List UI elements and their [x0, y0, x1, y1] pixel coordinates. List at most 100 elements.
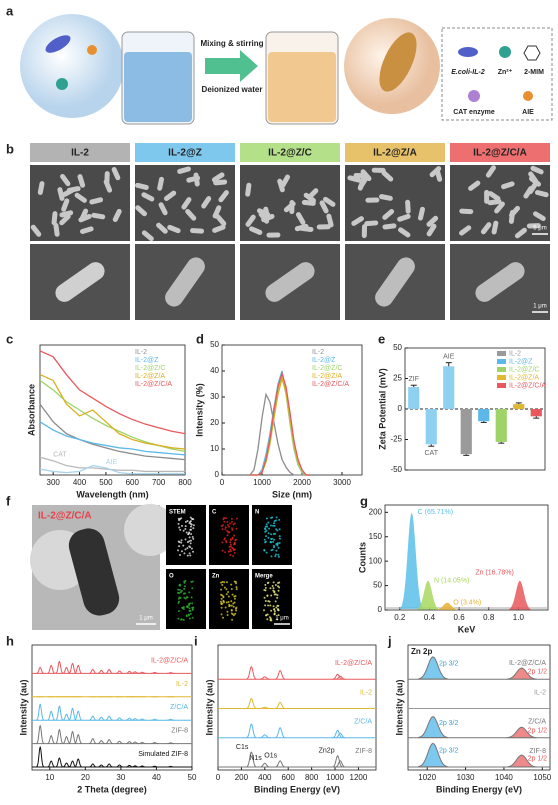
map-dot — [220, 525, 223, 528]
map-dot — [235, 586, 238, 589]
y-tick-label: 20 — [210, 418, 219, 427]
map-dot — [220, 581, 223, 584]
sem-rod — [213, 179, 228, 186]
legend-label: IL-2@Z — [135, 357, 159, 364]
peak — [335, 675, 346, 680]
scale-bar-label: 5 μm — [533, 226, 546, 232]
map-dot — [224, 606, 227, 609]
peak-label: 2p 3/2 — [439, 660, 459, 667]
sem-rod — [59, 214, 71, 226]
sem-rod — [156, 222, 168, 234]
legend-label: IL-2@Z — [312, 357, 336, 364]
panel-label: j — [387, 633, 392, 648]
map-dot — [226, 523, 229, 526]
map-dot — [227, 531, 230, 534]
sem-rod — [57, 187, 65, 201]
map-dot — [227, 595, 230, 598]
sem-rod — [322, 196, 336, 207]
sem-rod — [351, 216, 364, 226]
map-dot — [189, 542, 192, 545]
sem-rod — [426, 223, 437, 237]
map-dot — [235, 609, 238, 612]
map-dot — [235, 517, 238, 520]
map-dot — [178, 592, 181, 595]
sem-rod — [426, 215, 439, 227]
legend-label: IL-2@Z/A — [135, 373, 165, 380]
sem-rod — [494, 201, 505, 214]
plot-frame — [384, 504, 549, 611]
sem-rod — [375, 257, 415, 307]
x-tick-label: 0.8 — [483, 613, 495, 622]
map-dot — [264, 604, 267, 607]
map-dot — [231, 527, 234, 530]
map-dot — [230, 520, 233, 523]
y-tick-label: 40 — [210, 366, 219, 375]
sem-rod — [135, 205, 148, 217]
map-dot — [225, 588, 228, 591]
map-dot — [232, 547, 235, 550]
bar — [513, 404, 525, 409]
map-dot — [232, 605, 235, 608]
icon — [499, 46, 511, 58]
x-tick-label: 1050 — [533, 773, 551, 782]
map-dot — [220, 613, 223, 616]
panel-label: g — [360, 493, 368, 508]
sem-rod — [480, 222, 492, 235]
x-tick-label: 0.6 — [454, 613, 466, 622]
legend-label: IL-2@Z/A — [312, 373, 342, 380]
sem-rod — [215, 214, 227, 227]
map-dot — [224, 528, 227, 531]
map-dot — [189, 554, 192, 557]
header-label: IL-2 — [71, 148, 89, 159]
map-dot — [232, 543, 235, 546]
map-dot — [177, 617, 180, 620]
map-dot — [272, 524, 275, 527]
sem-rod — [186, 175, 201, 183]
map-dot — [185, 531, 188, 534]
map-dot — [230, 609, 233, 612]
map-dot — [264, 600, 267, 603]
map-dot — [179, 618, 182, 621]
map-dot — [278, 528, 281, 531]
peak — [47, 664, 55, 674]
peak — [97, 669, 105, 674]
map-dot — [269, 604, 272, 607]
map-dot — [220, 600, 223, 603]
x-axis-label: Binding Energy (eV) — [254, 784, 340, 794]
bar — [443, 366, 455, 409]
y-tick-label: 100 — [369, 556, 383, 565]
y-tick-label: -25 — [390, 435, 402, 444]
peak — [138, 741, 146, 745]
peak — [332, 729, 343, 739]
header-label: IL-2@Z/C — [268, 148, 312, 159]
peak — [138, 718, 146, 721]
map-dot — [189, 609, 192, 612]
map-dot — [267, 581, 270, 584]
map-dot — [180, 539, 183, 542]
map-dot — [263, 538, 266, 541]
map-dot — [272, 540, 275, 543]
bar — [495, 409, 507, 442]
map-dot — [263, 549, 266, 552]
map-dot — [264, 530, 267, 533]
map-dot — [225, 601, 228, 604]
x-axis-label: Size (nm) — [272, 489, 312, 499]
map-dot — [221, 541, 224, 544]
map-dot — [223, 537, 226, 540]
peak-label: Zn (16.78%) — [475, 570, 514, 577]
map-dot — [267, 532, 270, 535]
map-dot — [226, 534, 229, 537]
icon — [523, 45, 541, 61]
peak-label: 2p 1/2 — [528, 668, 548, 675]
y-tick-label: 10 — [210, 444, 219, 453]
peak — [275, 701, 286, 709]
map-dot — [191, 587, 194, 590]
peak — [138, 765, 146, 768]
peak — [105, 739, 113, 745]
map-dot — [231, 528, 234, 531]
legend-swatch — [497, 359, 506, 364]
peak — [131, 671, 139, 674]
peak — [151, 765, 159, 768]
sem-rod — [212, 224, 226, 233]
sem-rod — [508, 209, 515, 224]
